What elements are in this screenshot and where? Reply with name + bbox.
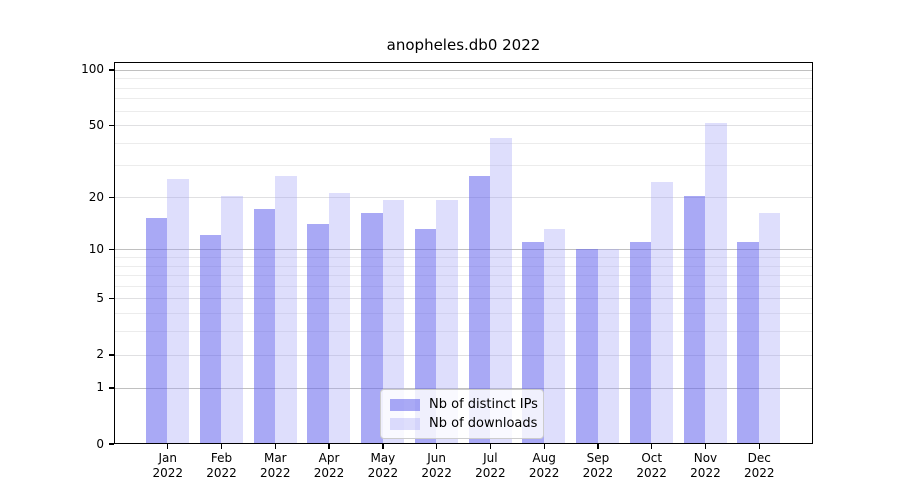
bar-distinct-ips: [361, 213, 383, 443]
x-tick-mark: [328, 444, 330, 449]
gridline-1: [115, 387, 812, 389]
bar-downloads: [543, 229, 566, 443]
x-tick-label: Nov 2022: [690, 451, 721, 480]
bar-distinct-ips: [307, 223, 329, 443]
legend-entry-downloads: Nb of downloads: [390, 414, 538, 433]
x-tick-mark: [274, 444, 276, 449]
y-tick-mark: [109, 387, 114, 389]
gridline-minor: [115, 165, 812, 167]
x-tick-mark: [167, 444, 169, 449]
y-tick-mark: [109, 298, 114, 300]
bar-distinct-ips: [737, 241, 759, 443]
legend-swatch-distinct-ips: [390, 398, 420, 411]
x-tick-mark: [758, 444, 760, 449]
gridline-minor: [115, 286, 812, 287]
y-tick-mark: [109, 249, 114, 251]
bar-downloads: [705, 122, 727, 443]
legend: Nb of distinct IPs Nb of downloads: [380, 389, 544, 439]
bar-downloads: [275, 175, 297, 443]
chart-title: anopheles.db0 2022: [386, 36, 541, 54]
bar-distinct-ips: [468, 175, 491, 443]
x-tick-label: Feb 2022: [206, 451, 237, 480]
x-tick-label: May 2022: [367, 451, 399, 480]
bar-distinct-ips: [683, 196, 706, 443]
y-tick-label: 100: [81, 62, 104, 77]
x-tick-label: Mar 2022: [260, 451, 291, 480]
x-tick-label: Jan 2022: [152, 451, 184, 480]
y-tick-label: 10: [88, 242, 104, 257]
x-tick-label: Dec 2022: [743, 451, 775, 480]
bar-distinct-ips: [629, 241, 652, 443]
x-tick-label: Apr 2022: [313, 451, 345, 480]
x-tick-mark: [436, 444, 438, 449]
y-tick-mark: [109, 354, 114, 356]
bar-distinct-ips: [576, 248, 598, 443]
bar-distinct-ips: [145, 218, 168, 443]
bar-distinct-ips: [253, 208, 275, 443]
gridline-50: [115, 125, 812, 127]
gridline-minor: [115, 265, 812, 267]
gridline-minor: [115, 142, 812, 144]
y-tick-label: 5: [96, 291, 104, 306]
bar-downloads: [758, 213, 781, 443]
gridline-minor: [115, 313, 812, 315]
bar-downloads: [597, 248, 620, 443]
x-tick-mark: [220, 444, 223, 449]
y-tick-mark: [109, 196, 114, 198]
x-tick-mark: [597, 444, 599, 449]
gridline-minor: [115, 275, 812, 277]
gridline-5: [115, 298, 812, 300]
x-tick-mark: [704, 444, 707, 449]
legend-label-distinct-ips: Nb of distinct IPs: [429, 397, 538, 412]
x-tick-mark: [489, 444, 492, 449]
y-tick-mark: [109, 443, 114, 445]
x-tick-mark: [382, 444, 384, 449]
legend-swatch-downloads: [390, 417, 420, 430]
gridline-minor: [115, 87, 812, 89]
y-tick-label: 50: [88, 117, 104, 132]
y-tick-label: 1: [96, 380, 104, 395]
x-tick-label: Jul 2022: [475, 451, 506, 480]
bar-downloads: [167, 178, 189, 443]
y-tick-mark: [109, 69, 114, 71]
gridline-10: [115, 249, 812, 251]
legend-entry-distinct-ips: Nb of distinct IPs: [390, 395, 538, 414]
gridline-minor: [115, 78, 812, 80]
plot-area: [114, 62, 813, 444]
bar-downloads: [382, 200, 405, 443]
x-tick-label: Jun 2022: [421, 451, 452, 480]
x-tick-label: Sep 2022: [582, 451, 614, 480]
y-tick-label: 2: [96, 347, 104, 362]
bar-downloads: [651, 182, 673, 443]
gridline-2: [115, 354, 812, 356]
gridline-minor: [115, 331, 812, 333]
gridline-minor: [115, 257, 812, 259]
bar-downloads: [328, 192, 351, 443]
x-tick-label: Aug 2022: [528, 451, 560, 480]
x-tick-mark: [651, 444, 653, 449]
bar-downloads: [490, 138, 512, 443]
gridline-100: [115, 69, 812, 71]
bar-downloads: [436, 200, 458, 443]
y-tick-label: 20: [88, 189, 104, 204]
bar-downloads: [221, 196, 243, 443]
y-tick-label: 0: [96, 436, 104, 451]
x-tick-mark: [543, 444, 545, 449]
gridline-20: [115, 196, 812, 198]
x-tick-label: Oct 2022: [636, 451, 667, 480]
bar-distinct-ips: [199, 235, 222, 443]
gridline-minor: [115, 110, 812, 112]
gridline-minor: [115, 98, 812, 100]
y-tick-mark: [109, 124, 114, 127]
legend-label-downloads: Nb of downloads: [429, 416, 538, 431]
